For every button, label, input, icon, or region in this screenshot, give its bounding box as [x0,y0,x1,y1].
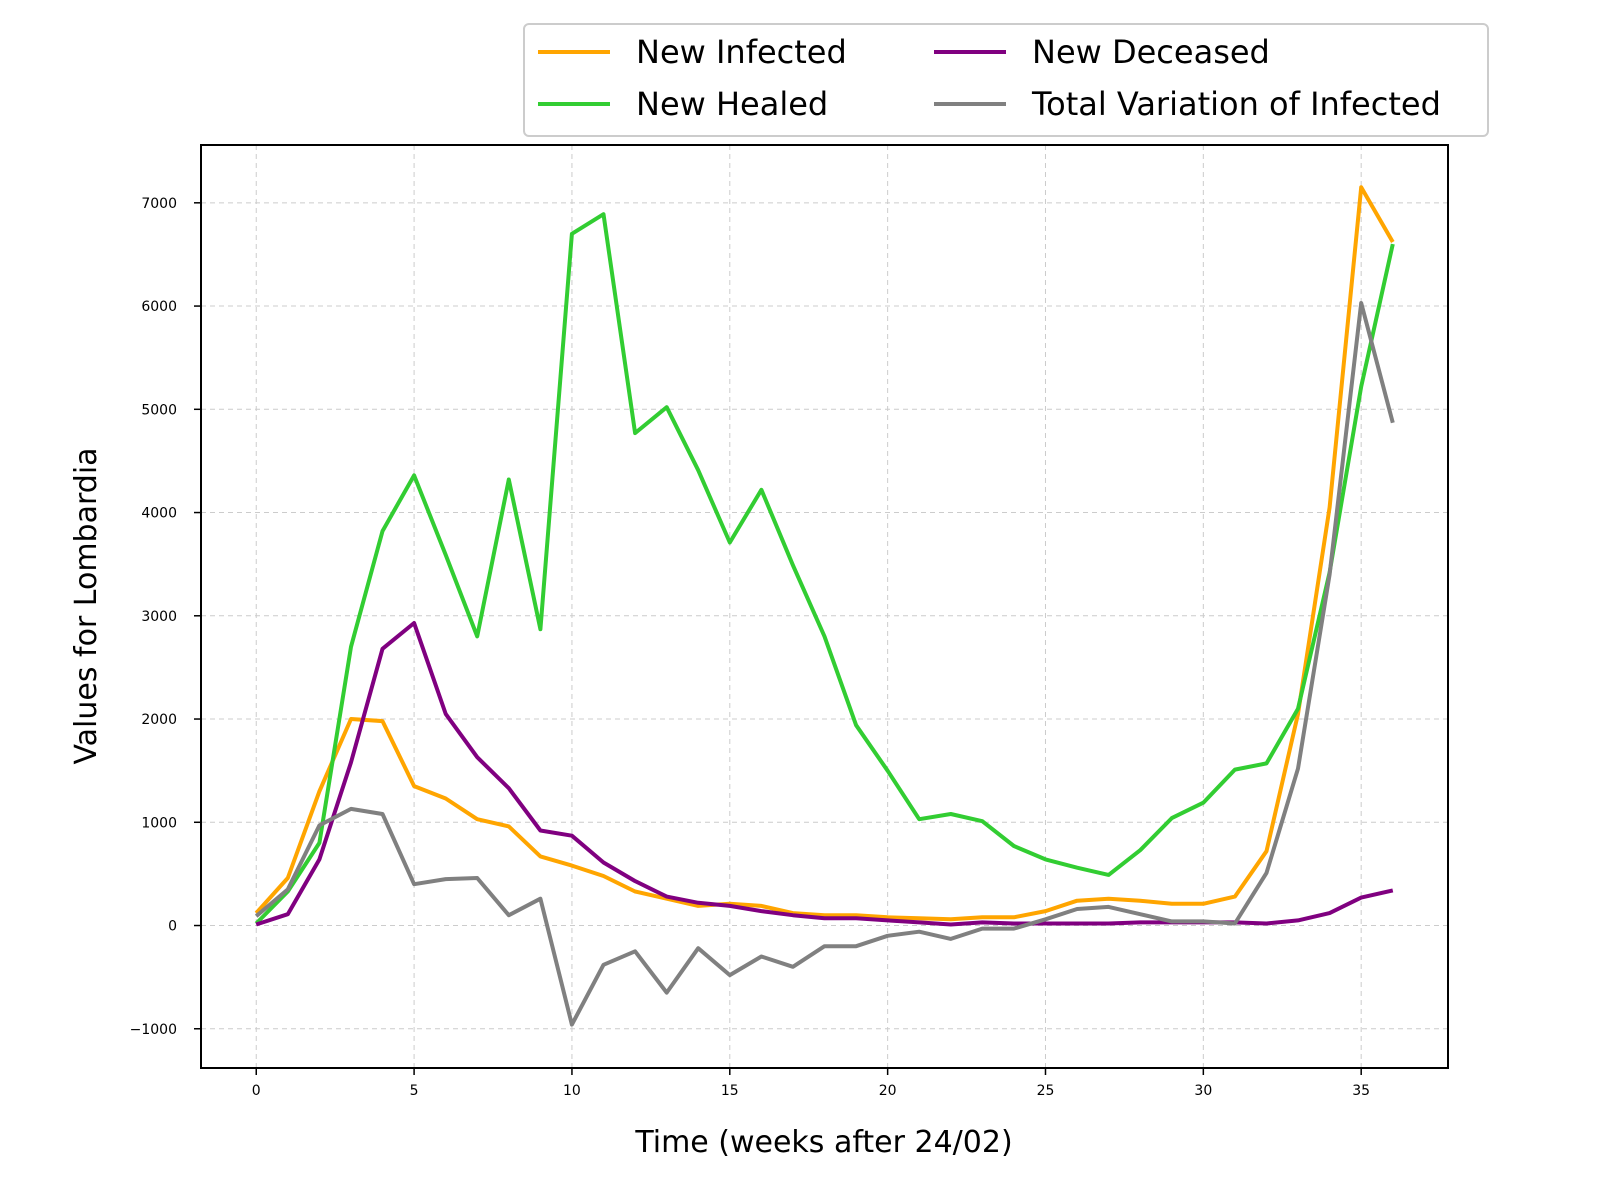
y-tick-label: 3000 [141,609,177,625]
legend-label-new-infected: New Infected [636,33,847,71]
series-line-new-deceased [255,621,1394,927]
x-axis-title: Time (weeks after 24/02) [634,1125,1012,1160]
series-line-new-healed [254,212,1395,925]
legend-label-total-variation: Total Variation of Infected [1031,85,1441,123]
y-tick-label: 2000 [141,712,177,728]
axis-ticks: 0 5 10 15 20 25 30 35 −1000 0 1000 2000 3000 4000 5000… [130,196,1370,1099]
grid-lines [201,145,1448,1068]
y-tick-label: −1000 [130,1022,177,1038]
legend: New Infected New Deceased New Healed Tot… [523,23,1489,137]
y-tick-label: 7000 [141,196,177,212]
legend-box [523,23,1489,137]
y-tick-label: 5000 [141,402,177,418]
x-tick-label: 0 [252,1083,261,1099]
series-layer [254,185,1395,1027]
x-tick-label: 10 [563,1083,581,1099]
y-axis-title: Values for Lombardia [69,447,104,764]
y-tick-label: 1000 [141,815,177,831]
x-tick-label: 20 [879,1083,897,1099]
y-tick-label: 6000 [141,299,177,315]
legend-label-new-deceased: New Deceased [1032,33,1270,71]
x-tick-label: 35 [1352,1083,1370,1099]
x-tick-label: 25 [1037,1083,1055,1099]
series-line-new-infected [254,185,1395,922]
plot-frame [200,144,1449,1069]
x-tick-label: 30 [1194,1083,1212,1099]
legend-label-new-healed: New Healed [636,85,828,123]
series-line-total-variation-of-infected [254,301,1395,1027]
x-tick-label: 5 [410,1083,419,1099]
y-tick-label: 4000 [141,506,177,522]
x-tick-label: 15 [721,1083,739,1099]
y-tick-label: 0 [168,919,177,935]
